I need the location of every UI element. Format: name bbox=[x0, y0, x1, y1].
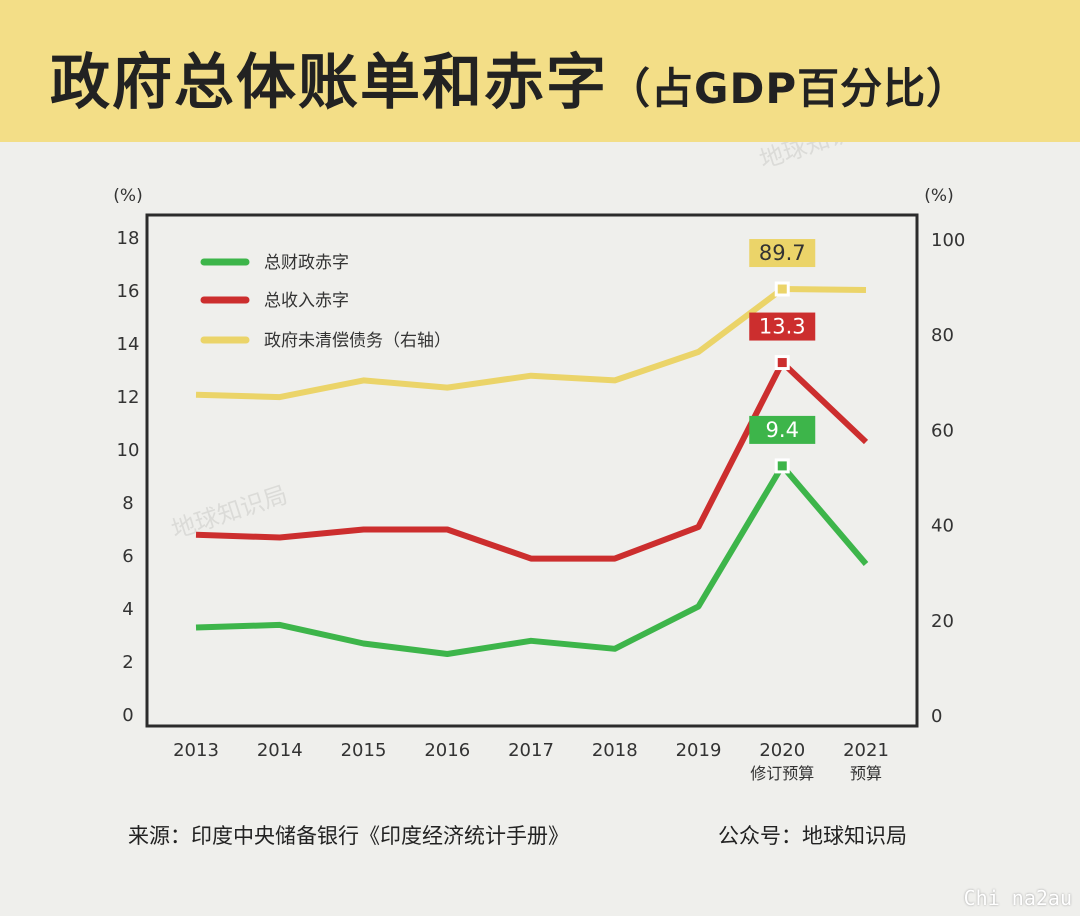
x-tick-label: 2013 bbox=[173, 740, 219, 761]
x-tick-label: 2020 bbox=[759, 740, 805, 761]
y-left-tick-label: 2 bbox=[122, 652, 133, 673]
legend-label: 总财政赤字 bbox=[264, 253, 349, 273]
series-line bbox=[195, 286, 867, 401]
x-tick-label: 2017 bbox=[508, 740, 554, 761]
y-left-tick-label: 8 bbox=[122, 493, 133, 514]
y-left-tick-label: 10 bbox=[117, 440, 140, 461]
legend-label: 政府未清偿债务（右轴） bbox=[264, 331, 451, 351]
data-label: 9.4 bbox=[766, 418, 799, 442]
x-tick-sublabel: 修订预算 bbox=[750, 764, 814, 783]
data-label: 89.7 bbox=[759, 241, 806, 265]
y-left-unit: (%) bbox=[113, 186, 142, 206]
title-banner: 政府总体账单和赤字（占GDP百分比） bbox=[0, 0, 1080, 142]
x-tick-label: 2019 bbox=[676, 740, 722, 761]
chart-subtitle: （占GDP百分比） bbox=[608, 64, 970, 113]
legend-label: 总收入赤字 bbox=[264, 291, 349, 311]
watermark-text: 地球知识局 bbox=[756, 142, 879, 174]
account-note: 公众号：地球知识局 bbox=[718, 824, 907, 848]
data-point-marker bbox=[774, 458, 790, 474]
x-tick-label: 2016 bbox=[424, 740, 470, 761]
y-left-tick-label: 4 bbox=[122, 599, 133, 620]
series-line bbox=[195, 462, 869, 657]
y-right-tick-label: 0 bbox=[931, 706, 942, 727]
y-right-tick-label: 80 bbox=[931, 325, 954, 346]
y-right-tick-label: 60 bbox=[931, 420, 954, 441]
x-tick-label: 2015 bbox=[341, 740, 387, 761]
data-label-box bbox=[749, 312, 816, 341]
y-left-tick-label: 16 bbox=[117, 281, 140, 302]
chart-title: 政府总体账单和赤字（占GDP百分比） bbox=[50, 48, 970, 118]
y-left-tick-label: 12 bbox=[117, 387, 140, 408]
y-left-tick-label: 18 bbox=[117, 228, 140, 249]
data-label-box bbox=[749, 239, 816, 268]
corner-watermark: Chi na2au bbox=[963, 886, 1072, 910]
data-label-box bbox=[749, 415, 816, 444]
data-point-marker bbox=[774, 355, 790, 371]
x-tick-label: 2014 bbox=[257, 740, 303, 761]
source-note: 来源：印度中央储备银行《印度经济统计手册》 bbox=[128, 824, 569, 848]
x-tick-label: 2018 bbox=[592, 740, 638, 761]
data-point-marker bbox=[774, 281, 790, 297]
x-tick-label: 2021 bbox=[843, 740, 889, 761]
y-right-tick-label: 20 bbox=[931, 611, 954, 632]
y-right-tick-label: 40 bbox=[931, 516, 954, 537]
plot-frame bbox=[145, 213, 919, 728]
y-right-unit: (%) bbox=[924, 186, 953, 206]
y-left-tick-label: 0 bbox=[122, 705, 133, 726]
x-tick-sublabel: 预算 bbox=[850, 764, 882, 783]
y-left-tick-label: 14 bbox=[117, 334, 140, 355]
y-right-tick-label: 100 bbox=[931, 230, 965, 251]
data-label: 13.3 bbox=[759, 315, 806, 339]
y-left-tick-label: 6 bbox=[122, 546, 133, 567]
